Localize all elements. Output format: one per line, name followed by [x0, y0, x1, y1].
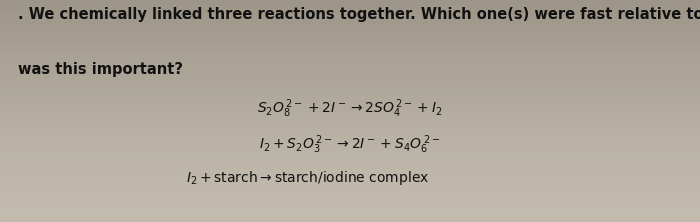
Text: $S_2O_8^{\,2-} + 2I^- \rightarrow 2SO_4^{\,2-} + I_2$: $S_2O_8^{\,2-} + 2I^- \rightarrow 2SO_4^…	[258, 98, 442, 120]
Text: $I_2 + \mathrm{starch} \rightarrow \mathrm{starch/iodine\ complex}$: $I_2 + \mathrm{starch} \rightarrow \math…	[186, 169, 430, 187]
Text: was this important?: was this important?	[18, 62, 183, 77]
Text: $I_2 + S_2O_3^{\,2-} \rightarrow 2I^- + S_4O_6^{\,2-}$: $I_2 + S_2O_3^{\,2-} \rightarrow 2I^- + …	[260, 133, 440, 156]
Text: . We chemically linked three reactions together. Which one(s) were fast relative: . We chemically linked three reactions t…	[18, 7, 700, 22]
